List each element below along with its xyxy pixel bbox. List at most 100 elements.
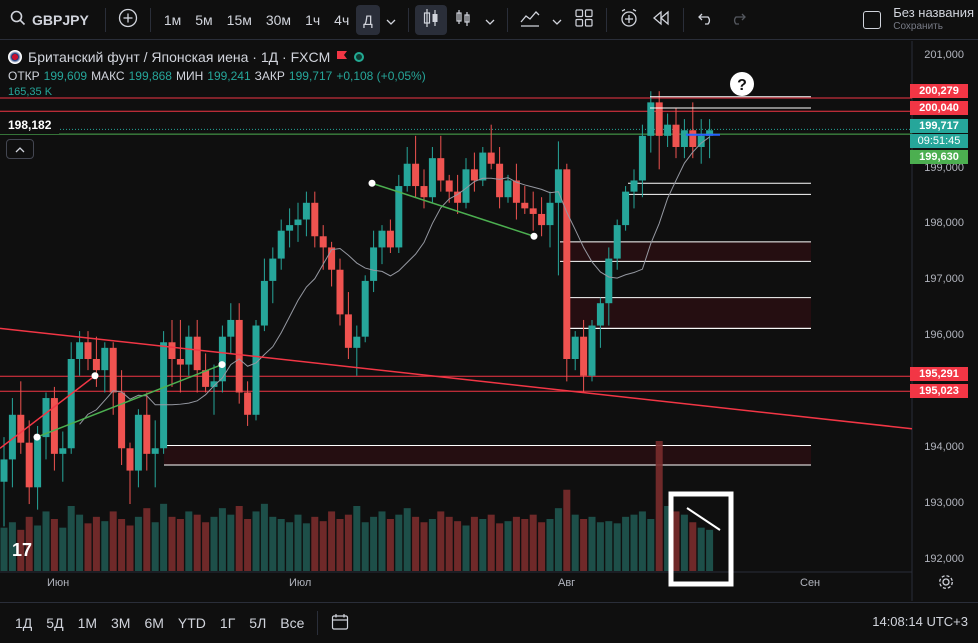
chart-legend: Британский фунт / Японская иена · 1Д · F… xyxy=(8,49,426,98)
trendline-anchor xyxy=(530,232,538,240)
compare-button[interactable] xyxy=(112,0,144,40)
candle-body xyxy=(25,442,33,488)
layout-title: Без названия xyxy=(893,5,974,20)
volume-bar xyxy=(311,516,319,571)
price-tick: 194,000 xyxy=(924,441,964,453)
range-6m[interactable]: 6М xyxy=(144,615,164,631)
candle-body xyxy=(454,191,462,203)
candle-body xyxy=(185,336,193,365)
range-3m[interactable]: 3М xyxy=(111,615,131,631)
clock-timezone[interactable]: 14:08:14 UTC+3 xyxy=(872,614,968,629)
undo-button[interactable] xyxy=(690,0,722,40)
time-tick: Сен xyxy=(800,577,821,589)
moving-average-line xyxy=(79,136,710,425)
volume-bar xyxy=(344,514,352,571)
fullscreen-checkbox[interactable] xyxy=(863,11,882,29)
ohlc-values: ОТКР 199,609 МАКС 199,868 МИН 199,241 ЗАКР 1… xyxy=(8,69,426,83)
volume-bar xyxy=(84,523,92,571)
volume-bar xyxy=(512,516,520,571)
plus-circle-icon xyxy=(118,8,138,31)
indicators-dropdown[interactable] xyxy=(546,0,568,40)
market-status-icon[interactable] xyxy=(354,52,365,62)
range-ytd[interactable]: YTD xyxy=(177,615,206,631)
interval-4h[interactable]: 4ч xyxy=(334,11,350,28)
candle-body xyxy=(8,414,16,460)
volume-bar xyxy=(563,489,571,571)
volume-bar xyxy=(151,522,159,571)
candle-body xyxy=(470,169,478,181)
volume-bar xyxy=(25,516,33,571)
candle-body xyxy=(386,230,394,248)
volume-bar xyxy=(386,519,394,571)
candle-body xyxy=(277,230,285,259)
candle-body xyxy=(445,180,453,192)
volume-bar xyxy=(210,516,218,571)
alert-button[interactable] xyxy=(613,0,645,40)
bars-style-button[interactable] xyxy=(447,0,479,40)
interval-15m[interactable]: 15м xyxy=(226,11,252,28)
price-chart[interactable]: ? 17 xyxy=(0,41,978,601)
range-1d[interactable]: 1Д xyxy=(15,615,33,631)
candle-body xyxy=(563,169,571,359)
divider xyxy=(407,7,409,32)
interval-dropdown[interactable] xyxy=(380,0,402,40)
candle-body xyxy=(143,414,151,454)
price-tick: 199,000 xyxy=(924,162,964,174)
divider xyxy=(682,7,684,32)
interval-1h[interactable]: 1ч xyxy=(305,11,321,28)
layouts-button[interactable] xyxy=(568,0,600,40)
volume-bar xyxy=(521,519,529,571)
replay-button[interactable] xyxy=(645,0,677,40)
instrument-title[interactable]: Британский фунт / Японская иена · 1Д · F… xyxy=(28,49,331,65)
question-annotation-text: ? xyxy=(737,77,747,94)
price-tag-red: 195,291 xyxy=(910,367,968,381)
volume-bar xyxy=(101,521,109,571)
chart-area[interactable]: ? 17 xyxy=(0,41,978,601)
interval-1m[interactable]: 1м xyxy=(163,11,182,28)
collapse-legend-button[interactable] xyxy=(6,139,34,159)
candle-body xyxy=(504,180,512,198)
change-value: +0,108 (+0,05%) xyxy=(336,69,426,83)
candle-body xyxy=(580,336,588,376)
candle-body xyxy=(521,202,529,209)
candle-body xyxy=(361,280,369,337)
candle-body xyxy=(302,202,310,220)
red-flag-icon[interactable] xyxy=(336,50,348,65)
save-button[interactable]: Без названия Сохранить xyxy=(893,6,974,34)
chart-settings-button[interactable] xyxy=(938,574,954,595)
go-to-date-button[interactable] xyxy=(324,613,356,634)
volume-bar xyxy=(420,522,428,571)
volume-bar xyxy=(277,519,285,571)
price-tick: 192,000 xyxy=(924,553,964,565)
candle-body xyxy=(101,347,109,371)
interval-1d[interactable]: Д xyxy=(356,4,380,35)
volume-bar xyxy=(496,523,504,571)
chart-style-dropdown[interactable] xyxy=(479,0,501,40)
range-1y[interactable]: 1Г xyxy=(219,615,236,631)
tradingview-logo: 17 xyxy=(12,540,32,560)
indicators-button[interactable] xyxy=(514,0,546,40)
candle-body xyxy=(479,152,487,181)
interval-5m[interactable]: 5м xyxy=(195,11,213,28)
candle-body xyxy=(512,180,520,203)
symbol-search[interactable]: GBPJPY xyxy=(0,0,99,40)
range-1m[interactable]: 1М xyxy=(77,615,98,631)
interval-30m[interactable]: 30м xyxy=(265,11,292,28)
volume-bar xyxy=(479,519,487,571)
candle-body xyxy=(487,152,495,164)
time-tick: Авг xyxy=(558,577,576,589)
candle-body xyxy=(571,336,579,359)
volume-bar xyxy=(0,527,8,571)
volume-bar xyxy=(34,525,42,571)
redo-button[interactable] xyxy=(722,0,754,40)
currency-flag-icon xyxy=(8,50,22,64)
candles-style-button[interactable] xyxy=(414,4,447,35)
volume-bar xyxy=(630,514,638,571)
range-5y[interactable]: 5Л xyxy=(249,615,267,631)
candle-body xyxy=(126,448,134,471)
range-all[interactable]: Все xyxy=(280,615,305,631)
indicators-icon xyxy=(519,8,541,31)
range-5d[interactable]: 5Д xyxy=(46,615,64,631)
candle-body xyxy=(630,180,638,192)
candle-body xyxy=(193,336,201,371)
